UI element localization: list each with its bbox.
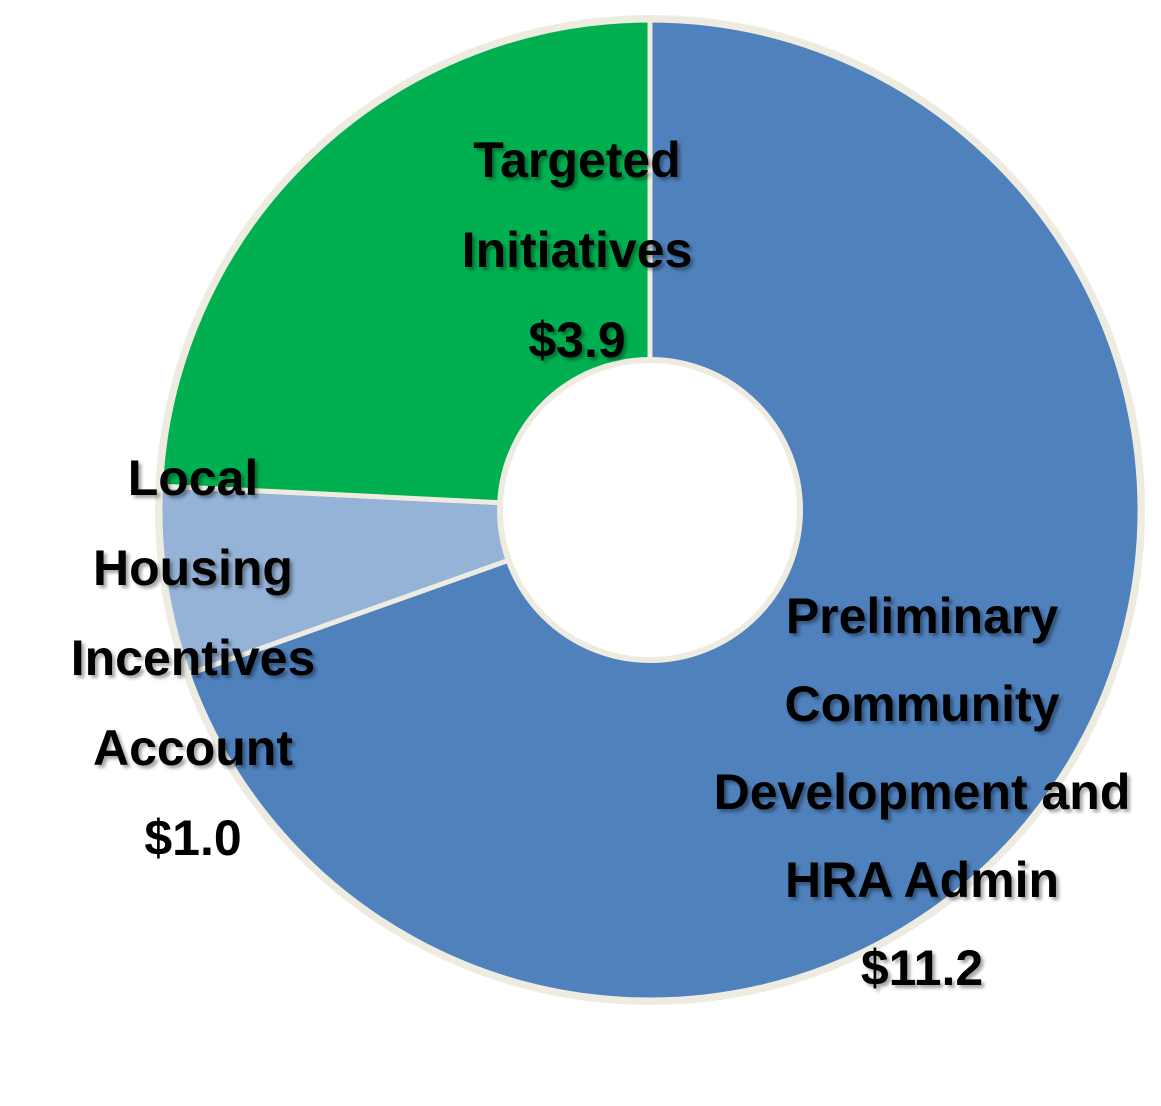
category-name: Preliminary Community Development and HR… xyxy=(713,588,1131,908)
inner-ring xyxy=(497,357,803,663)
value-label: $1.0 xyxy=(144,810,242,866)
category-name: Local Housing Incentives Account xyxy=(70,450,316,776)
slice-label: Preliminary Community Development and HR… xyxy=(712,572,1132,1012)
slice-label: Targeted Initiatives $3.9 xyxy=(407,115,747,385)
slice-label: Local Housing Incentives Account $1.0 xyxy=(28,433,358,883)
value-label: $11.2 xyxy=(860,940,984,996)
category-name: Targeted Initiatives xyxy=(461,132,693,278)
value-label: $3.9 xyxy=(528,312,626,368)
